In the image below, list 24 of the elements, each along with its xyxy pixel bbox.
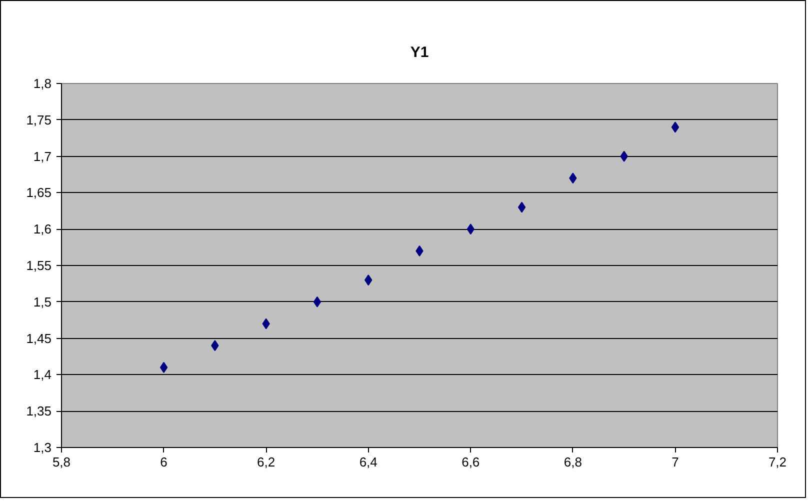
y-tick-label: 1,4 — [33, 367, 52, 382]
point — [671, 122, 680, 133]
y-tick-label: 1,55 — [26, 258, 52, 273]
y-tick-label: 1,75 — [26, 112, 52, 128]
y-tick-label: 1,7 — [33, 148, 52, 164]
chart-title: Y1 — [410, 44, 429, 61]
x-tick-label: 6,4 — [359, 454, 378, 470]
y-tick-label: 1,8 — [33, 76, 52, 91]
y-tick-label: 1,65 — [26, 185, 52, 200]
y-tick-label: 1,3 — [33, 440, 52, 455]
y-tick-label: 1,35 — [26, 404, 52, 419]
x-tick-label: 7,2 — [768, 454, 787, 470]
x-tick-label: 6,6 — [462, 454, 480, 470]
y-tick-label: 1,45 — [26, 330, 52, 346]
x-tick-label: 6,2 — [257, 454, 276, 470]
y-tick-label: 1,6 — [33, 222, 52, 237]
x-tick-label: 6 — [160, 454, 168, 470]
x-tick-label: 7 — [672, 454, 679, 470]
point — [518, 202, 526, 213]
y-tick-label: 1,5 — [33, 294, 52, 310]
x-tick-label: 5,8 — [52, 454, 71, 470]
point — [313, 296, 322, 308]
point — [160, 362, 168, 373]
x-tick-label: 6,8 — [564, 454, 582, 470]
